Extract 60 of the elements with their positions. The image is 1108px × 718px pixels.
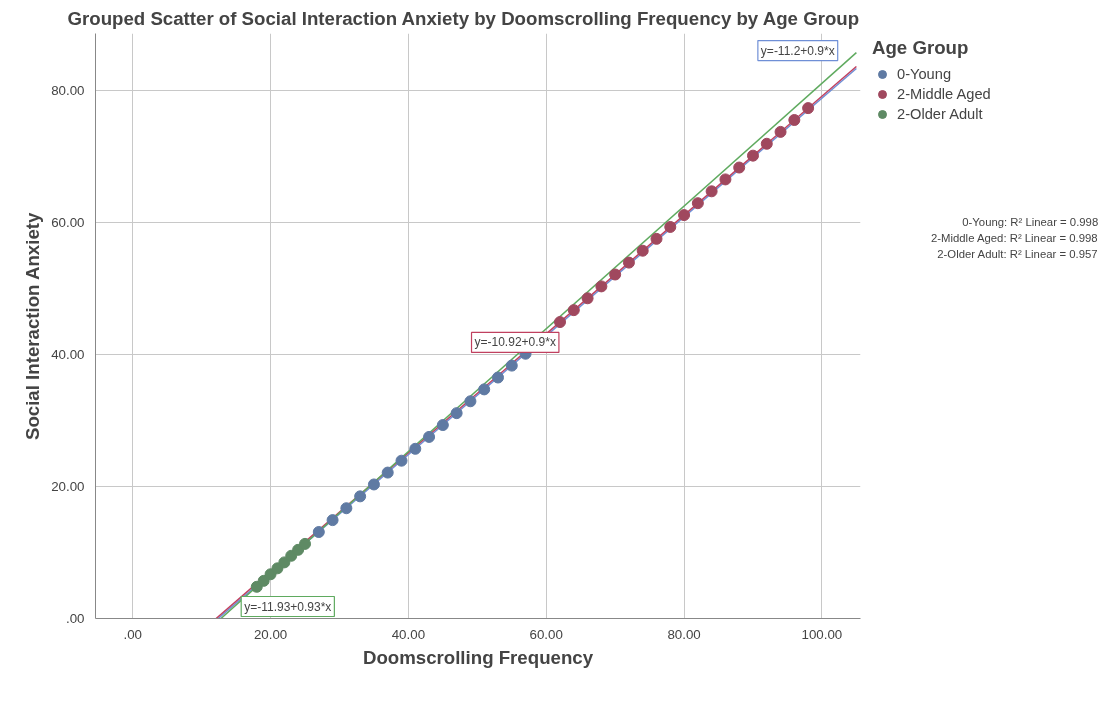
- x-tick-label: 20.00: [253, 626, 288, 642]
- point: [409, 442, 422, 455]
- point: [491, 371, 504, 384]
- annotation: y=-11.93+0.93*x: [244, 599, 332, 614]
- point: [567, 304, 580, 317]
- point: [354, 490, 367, 503]
- x-tick-label: .00: [123, 626, 142, 642]
- text: 0-Young: R² Linear = 0.998: [962, 216, 1099, 229]
- y-tick-label: 40.00: [51, 346, 85, 362]
- annotation: y=-10.92+0.9*x: [474, 335, 556, 350]
- point: [622, 256, 635, 269]
- x-tick-label: 100.00: [801, 626, 843, 642]
- point: [367, 478, 380, 491]
- chart-title: Grouped Scatter of Social Interaction Anxiety by Doomscrolling Frequency by Age Group: [67, 7, 860, 29]
- point: [581, 292, 594, 305]
- x-axis-title: Doomscrolling Frequency: [362, 646, 594, 668]
- legend-title: Age Group: [872, 37, 970, 59]
- y-tick-label: .00: [65, 611, 85, 626]
- point: [788, 114, 801, 126]
- point: [746, 149, 759, 162]
- legend-label: 2-Older Adult: [897, 106, 983, 122]
- point: [691, 197, 704, 210]
- x-tick-label: 40.00: [391, 626, 426, 642]
- point: [595, 280, 608, 293]
- point: [340, 502, 353, 515]
- point: [478, 383, 491, 396]
- point: [312, 526, 325, 538]
- point: [760, 137, 773, 150]
- x-tick-label: 80.00: [667, 626, 701, 642]
- point: [326, 514, 339, 527]
- point: [733, 161, 746, 174]
- point: [774, 125, 787, 138]
- y-axis-title: Social Interaction Anxiety: [22, 212, 44, 441]
- point: [464, 395, 477, 408]
- point: [650, 232, 663, 245]
- point: [436, 419, 449, 432]
- x-tick-label: 60.00: [529, 626, 563, 642]
- annotation: y=-11.2+0.9*x: [760, 43, 835, 58]
- y-tick-label: 60.00: [51, 214, 85, 230]
- point: [705, 185, 718, 198]
- point: [299, 537, 312, 550]
- point: [664, 220, 677, 233]
- y-tick-label: 20.00: [51, 478, 85, 494]
- point: [395, 454, 408, 467]
- point: [381, 466, 394, 479]
- point: [636, 244, 649, 257]
- point: [423, 430, 436, 443]
- text: 2-Middle Aged: R² Linear = 0.998: [930, 231, 1098, 244]
- point: [554, 316, 567, 329]
- point: [450, 407, 463, 420]
- point: [609, 268, 622, 281]
- point: [257, 574, 270, 587]
- point: [678, 209, 691, 222]
- legend-label: 2-Middle Aged: [897, 86, 991, 102]
- point: [802, 102, 815, 115]
- text: 2-Older Adult: R² Linear = 0.957: [937, 247, 1098, 260]
- legend-label: 0-Young: [897, 66, 952, 82]
- point: [505, 359, 518, 372]
- y-tick-label: 80.00: [51, 82, 85, 98]
- point: [719, 173, 732, 186]
